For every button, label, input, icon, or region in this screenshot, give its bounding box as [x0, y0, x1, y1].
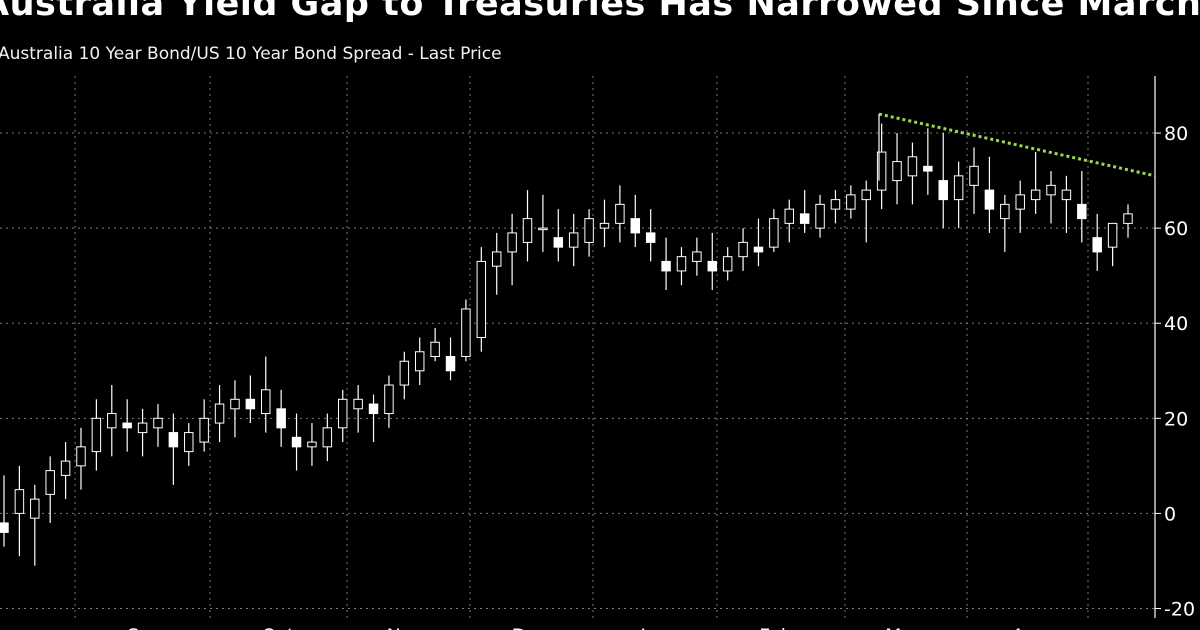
x-tick-label: Sep: [127, 625, 163, 630]
candle-body: [661, 260, 671, 272]
y-tick-label: 0: [1164, 503, 1176, 525]
candle-body: [1046, 184, 1056, 196]
candle-body: [445, 356, 456, 372]
y-tick-label: 80: [1164, 123, 1188, 145]
candle-body: [76, 446, 86, 467]
y-tick-label: -20: [1164, 598, 1195, 620]
candle-body: [307, 441, 317, 448]
candle-body: [953, 175, 964, 201]
candle-body: [1000, 203, 1010, 220]
candle-body: [199, 417, 209, 443]
chart-title: Australia Yield Gap to Treasuries Has Na…: [0, 0, 1200, 24]
chart-subtitle: Australia 10 Year Bond/US 10 Year Bond S…: [0, 44, 502, 64]
candle-body: [30, 498, 40, 519]
candle-body: [507, 232, 517, 253]
candle-body: [230, 398, 240, 410]
candle-body: [568, 232, 579, 248]
candle-body: [14, 489, 25, 514]
candle-body: [214, 403, 225, 424]
candle-body: [353, 398, 363, 410]
candle-body: [692, 251, 702, 262]
candle-body: [122, 422, 132, 429]
trendline: [878, 112, 1156, 178]
candle-body: [45, 470, 55, 495]
candle-body: [430, 341, 440, 358]
candle-body: [522, 218, 533, 243]
candle-body: [1015, 194, 1025, 210]
candle-body: [553, 237, 564, 248]
candle-body: [276, 408, 286, 429]
candle-body: [599, 222, 610, 229]
x-tick-label: Apr: [1012, 625, 1045, 630]
candle-body: [815, 203, 825, 229]
candle-body: [1107, 222, 1118, 248]
candle-body: [184, 432, 194, 453]
candle-body: [861, 189, 871, 201]
candle-body: [60, 460, 71, 476]
candle-body: [738, 241, 748, 258]
x-tick-label: Feb: [759, 625, 793, 630]
candle-body: [168, 432, 179, 448]
candle-body: [969, 165, 979, 186]
candle-body: [245, 398, 256, 410]
candle-body: [707, 260, 718, 272]
candle-body: [584, 218, 594, 243]
candle-body: [368, 403, 379, 415]
candle-body: [630, 218, 641, 234]
x-tick-label: Jan: [639, 625, 669, 630]
candle-body: [291, 436, 302, 448]
candle-body: [1092, 237, 1102, 253]
candle-body: [261, 389, 271, 415]
candle-body: [338, 398, 348, 429]
candle-body: [414, 351, 425, 372]
candle-body: [538, 227, 548, 231]
candle-body: [753, 246, 764, 253]
candle-body: [799, 213, 810, 224]
candle-body: [876, 151, 887, 191]
candle-body: [1123, 213, 1133, 224]
candle-body: [476, 260, 487, 338]
candle-body: [676, 256, 687, 272]
candle-body: [153, 417, 163, 429]
x-tick-label: Dec: [512, 625, 549, 630]
candle-body: [91, 417, 102, 453]
candle-body: [461, 308, 471, 358]
y-tick-label: 60: [1164, 218, 1188, 240]
candle-body: [322, 427, 333, 448]
candle-body: [107, 413, 117, 429]
candle-body: [137, 422, 148, 434]
x-tick-label: Mar: [885, 625, 921, 630]
candle-body: [722, 256, 733, 272]
candle-body: [0, 522, 9, 533]
x-tick-label: Oct: [262, 625, 295, 630]
x-tick-label: Aug: [0, 625, 19, 630]
y-tick-label: 40: [1164, 313, 1188, 335]
candle-body: [1061, 189, 1072, 201]
candle-body: [830, 199, 841, 210]
candle-body: [399, 360, 410, 386]
candle-body: [907, 156, 918, 177]
candle-body: [384, 384, 394, 415]
candle-body: [645, 232, 656, 243]
candle-body: [615, 203, 625, 224]
candle-body: [784, 208, 794, 224]
y-tick-label: 20: [1164, 408, 1188, 430]
candle-body: [491, 251, 502, 267]
candle-body: [1030, 189, 1041, 201]
candle-body: [923, 165, 933, 172]
candle-body: [846, 194, 856, 210]
candle-body: [769, 218, 779, 248]
candle-body: [892, 161, 902, 182]
candle-body: [1077, 203, 1087, 220]
candle-body: [938, 180, 948, 201]
x-tick-label: Nov: [386, 625, 423, 630]
candle-body: [984, 189, 995, 210]
